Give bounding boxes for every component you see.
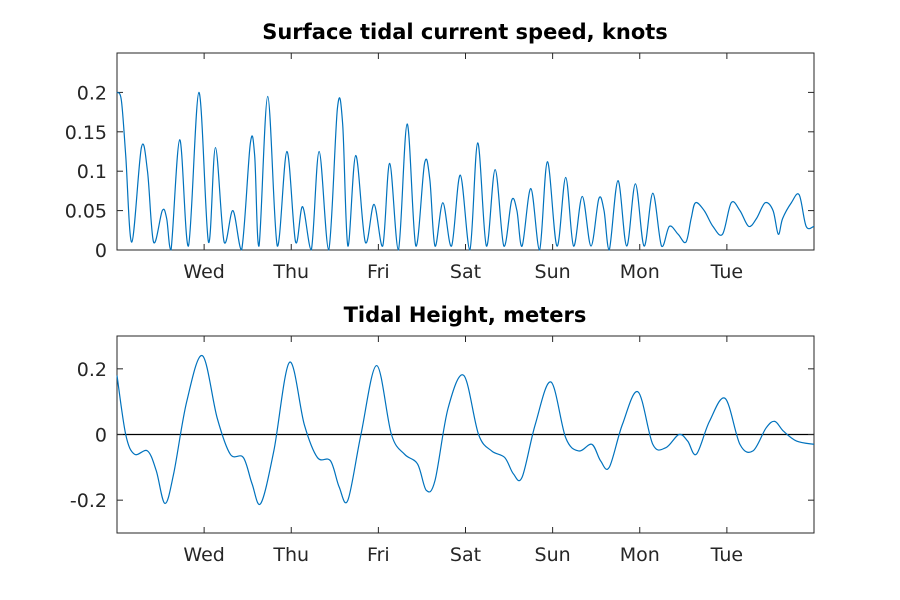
- y-tick-label: -0.2: [70, 490, 107, 512]
- x-tick-label: Thu: [272, 261, 309, 283]
- y-axis: 0 0.05 0.1 0.15 0.2: [65, 82, 814, 262]
- x-tick-label: Sun: [535, 261, 571, 283]
- x-axis: Wed Thu Fri Sat Sun Mon Tue: [183, 336, 743, 566]
- y-axis: -0.2 0 0.2: [70, 359, 814, 512]
- chart-title: Tidal Height, meters: [344, 303, 587, 327]
- x-tick-label: Fri: [367, 544, 390, 566]
- series-line: [116, 91, 815, 251]
- x-axis: Wed Thu Fri Sat Sun Mon Tue: [183, 53, 743, 283]
- x-tick-label: Wed: [183, 544, 224, 566]
- y-tick-label: 0.2: [77, 82, 107, 104]
- series-layer: [116, 355, 815, 506]
- y-tick-label: 0.2: [77, 359, 107, 381]
- y-tick-label: 0: [95, 425, 107, 447]
- x-tick-label: Mon: [620, 544, 660, 566]
- chart-title: Surface tidal current speed, knots: [262, 20, 668, 44]
- y-tick-label: 0.15: [65, 122, 107, 144]
- x-tick-label: Sun: [535, 544, 571, 566]
- x-tick-label: Tue: [710, 544, 743, 566]
- x-tick-label: Thu: [272, 544, 309, 566]
- y-tick-label: 0.1: [77, 161, 107, 183]
- x-tick-label: Sat: [450, 544, 481, 566]
- x-tick-label: Tue: [710, 261, 743, 283]
- y-tick-label: 0: [95, 240, 107, 262]
- series-layer: [116, 91, 815, 251]
- x-tick-label: Sat: [450, 261, 481, 283]
- tidal-height-chart: Tidal Height, meters -0.2 0 0.2 Wed Thu Fri S…: [70, 303, 815, 566]
- x-tick-label: Wed: [183, 261, 224, 283]
- y-tick-label: 0.05: [65, 201, 107, 223]
- x-tick-label: Fri: [367, 261, 390, 283]
- x-tick-label: Mon: [620, 261, 660, 283]
- series-line: [116, 355, 815, 506]
- current-speed-chart: Surface tidal current speed, knots 0 0.05…: [65, 20, 815, 283]
